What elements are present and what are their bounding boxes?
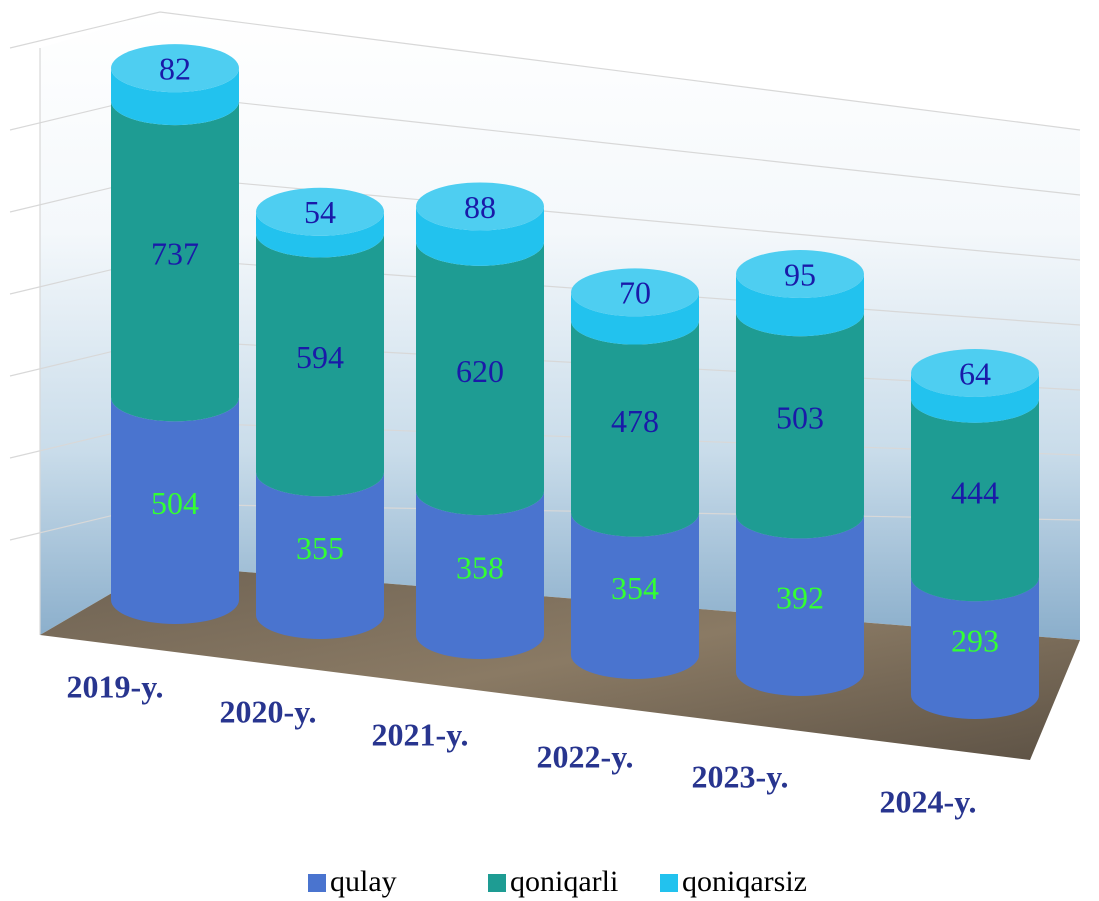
value-label: 293 [951, 622, 999, 658]
cylinder-segment [911, 577, 1039, 719]
cylinder-segment [736, 312, 864, 539]
cylinder-top [736, 250, 864, 299]
legend-label: qulay [330, 865, 397, 898]
value-label: 95 [784, 256, 816, 292]
value-label: 88 [464, 189, 496, 225]
value-label: 478 [611, 403, 659, 439]
value-label: 64 [959, 355, 991, 391]
value-label: 358 [456, 549, 504, 585]
cylinder-segment [571, 512, 699, 679]
legend-swatch [308, 874, 326, 892]
value-label: 737 [151, 236, 199, 272]
cylinder-segment [911, 372, 1039, 423]
value-label: 620 [456, 353, 504, 389]
cylinder-segment [256, 233, 384, 497]
cylinder-segment [111, 101, 239, 422]
value-label: 503 [776, 400, 824, 436]
legend-label: qoniqarsiz [682, 865, 807, 898]
cylinder-segment [416, 206, 544, 266]
cylinder-segment [256, 472, 384, 639]
value-label: 392 [776, 580, 824, 616]
cylinder-segment [416, 491, 544, 659]
value-label: 70 [619, 275, 651, 311]
cylinder-top [911, 348, 1039, 397]
legend-swatch [488, 874, 506, 892]
cylinder-top [416, 182, 544, 231]
cylinder-segment [111, 397, 239, 624]
x-tick-label: 2021-y. [372, 716, 469, 752]
cylinder-segment [111, 68, 239, 126]
cylinder-segment [911, 398, 1039, 602]
value-label: 355 [296, 530, 344, 566]
x-tick-label: 2022-y. [537, 738, 634, 774]
cylinder-segment [571, 320, 699, 537]
plot: 504 737 82 2019-y. 355 594 54 2020-y. 358 620 88 20… [67, 44, 1039, 819]
legend-swatch [660, 874, 678, 892]
value-label: 594 [296, 339, 344, 375]
legend: qulay qoniqarli qoniqarsiz [308, 865, 807, 898]
cylinder-segment [256, 211, 384, 258]
cylinder-segment [416, 241, 544, 516]
x-tick-label: 2020-y. [220, 693, 317, 729]
x-tick-label: 2024-y. [880, 783, 977, 819]
value-label: 82 [159, 50, 191, 86]
x-tick-label: 2023-y. [692, 758, 789, 794]
cylinder-segment [736, 514, 864, 696]
cylinder-segment [736, 274, 864, 337]
value-label: 54 [304, 194, 336, 230]
value-label: 444 [951, 474, 999, 510]
cylinder-segment [571, 292, 699, 345]
value-label: 504 [151, 485, 199, 521]
x-tick-label: 2019-y. [67, 668, 164, 704]
cylinder-top [111, 44, 239, 93]
value-label: 354 [611, 570, 659, 606]
cylinder-top [256, 187, 384, 236]
legend-label: qoniqarli [510, 865, 618, 898]
cylinder-top [571, 268, 699, 317]
